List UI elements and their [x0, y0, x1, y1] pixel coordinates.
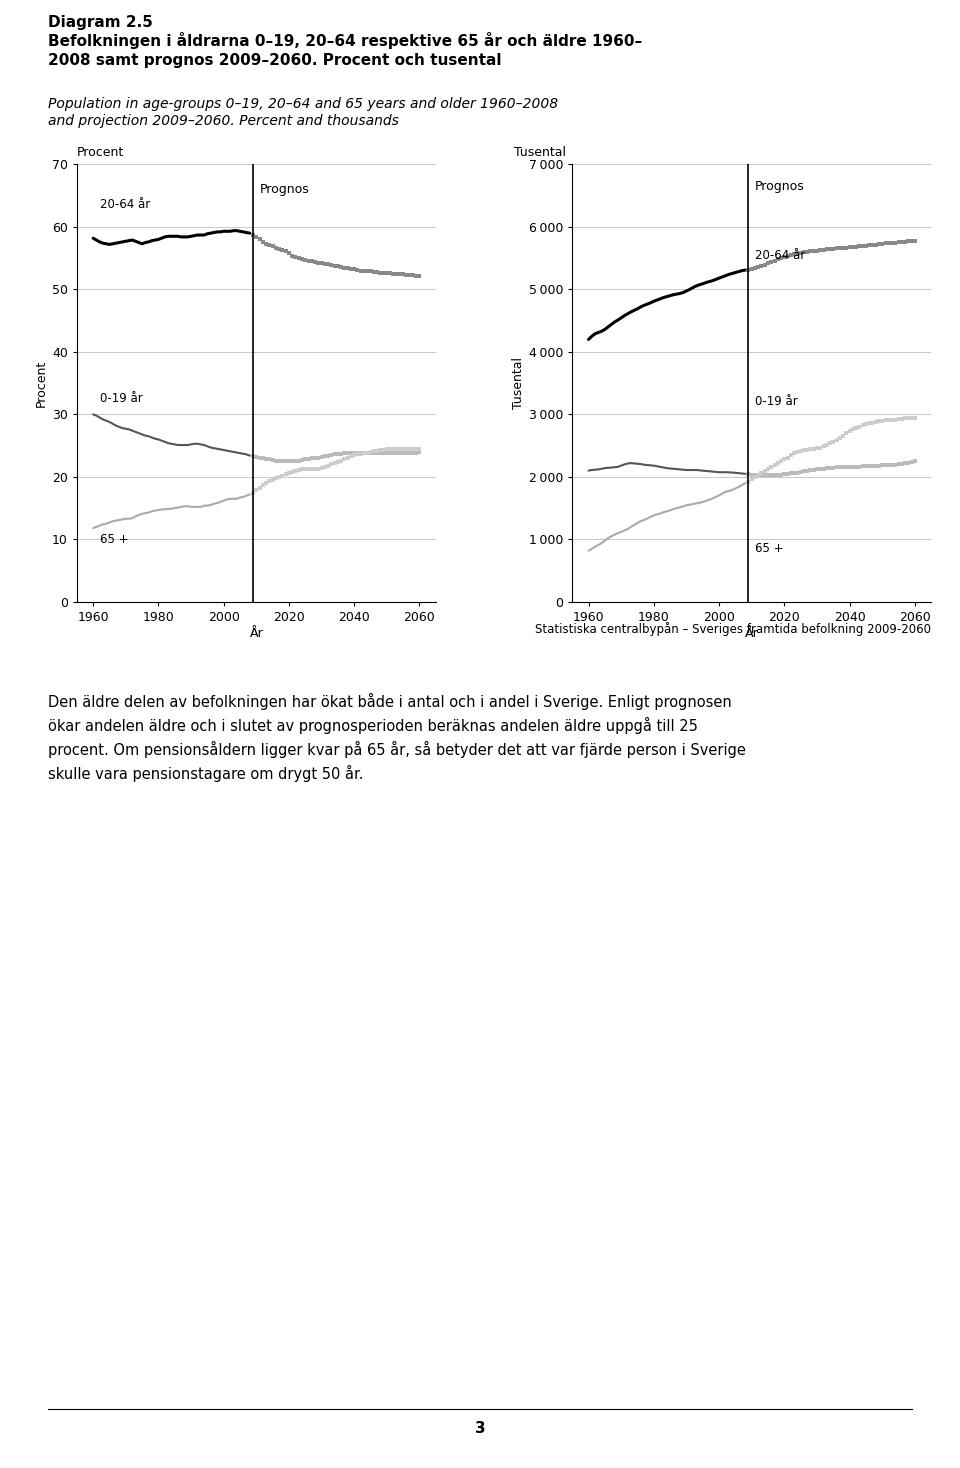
Text: Prognos: Prognos [259, 184, 309, 197]
Text: Prognos: Prognos [755, 181, 804, 192]
Text: Procent: Procent [77, 145, 124, 159]
Text: Befolkningen i åldrarna 0–19, 20–64 respektive 65 år och äldre 1960–
2008 samt p: Befolkningen i åldrarna 0–19, 20–64 resp… [48, 32, 642, 68]
Y-axis label: Procent: Procent [35, 360, 48, 407]
Text: 20-64 år: 20-64 år [755, 248, 805, 261]
X-axis label: År: År [250, 627, 263, 640]
Text: Tusental: Tusental [514, 145, 565, 159]
X-axis label: År: År [745, 627, 758, 640]
Text: 65 +: 65 + [100, 533, 128, 546]
Text: Population in age-groups 0–19, 20–64 and 65 years and older 1960–2008
and projec: Population in age-groups 0–19, 20–64 and… [48, 97, 558, 128]
Text: Diagram 2.5: Diagram 2.5 [48, 15, 153, 29]
Text: 0-19 år: 0-19 år [755, 395, 798, 408]
Text: 20-64 år: 20-64 år [100, 198, 150, 211]
Text: 3: 3 [474, 1421, 486, 1436]
Text: Statistiska centralbyрån – Sveriges framtida befolkning 2009-2060: Statistiska centralbyрån – Sveriges fram… [535, 622, 931, 637]
Text: Den äldre delen av befolkningen har ökat både i antal och i andel i Sverige. Enl: Den äldre delen av befolkningen har ökat… [48, 693, 746, 782]
Text: 0-19 år: 0-19 år [100, 392, 142, 405]
Y-axis label: Tusental: Tusental [512, 357, 524, 410]
Text: 65 +: 65 + [755, 542, 783, 555]
